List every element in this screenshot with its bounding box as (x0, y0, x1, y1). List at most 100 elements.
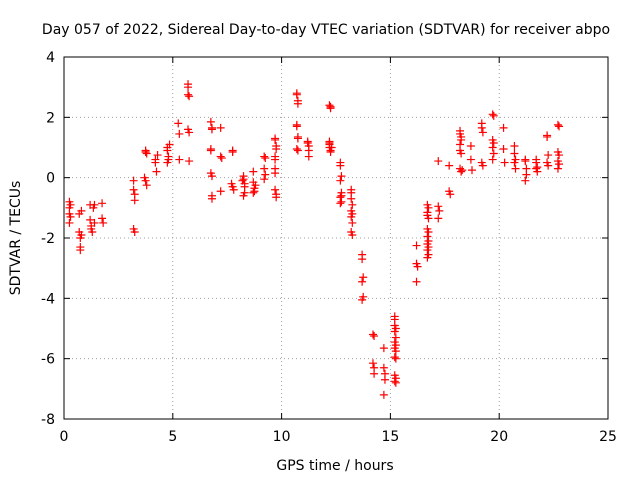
data-point (293, 99, 302, 108)
y-tick-label: -4 (41, 291, 55, 307)
data-point (379, 344, 388, 353)
data-point (521, 176, 530, 185)
data-point (489, 138, 498, 147)
data-point (77, 206, 86, 215)
data-point (293, 134, 302, 143)
data-point (424, 203, 433, 212)
data-point (185, 128, 194, 137)
x-tick-label: 0 (60, 429, 69, 445)
data-point (468, 166, 476, 175)
data-point (555, 151, 564, 160)
data-point (336, 161, 345, 170)
data-point (358, 295, 367, 304)
data-point (457, 135, 466, 144)
y-tick-label: 0 (46, 171, 55, 187)
x-tick-label: 15 (381, 429, 399, 445)
data-point (553, 120, 562, 129)
x-axis-label: GPS time / hours (276, 458, 393, 474)
data-point (66, 200, 75, 209)
data-point (412, 277, 421, 286)
data-point (260, 164, 269, 173)
data-point (544, 161, 553, 170)
y-tick-label: 4 (46, 50, 55, 66)
data-point (499, 123, 508, 132)
data-point (478, 128, 487, 137)
data-point (368, 359, 377, 368)
data-point (165, 140, 174, 149)
data-point (142, 149, 151, 158)
data-point (151, 158, 160, 167)
data-point (510, 158, 519, 167)
data-point (336, 199, 345, 208)
data-point (348, 200, 357, 209)
y-tick-label: 2 (46, 110, 55, 126)
data-point (489, 149, 498, 158)
data-point (488, 155, 497, 164)
data-point (250, 187, 259, 196)
data-point (434, 157, 443, 166)
data-point (239, 191, 248, 200)
data-point (249, 167, 258, 176)
data-point (477, 123, 486, 132)
data-point (327, 143, 336, 152)
data-point (261, 170, 270, 179)
y-axis-label: SDTVAR / TECUs (8, 181, 24, 296)
data-point (184, 83, 193, 92)
data-point (90, 218, 99, 227)
data-point (153, 151, 162, 160)
x-tick-label: 5 (168, 429, 177, 445)
data-point (424, 214, 433, 223)
data-point (229, 185, 238, 194)
data-point (390, 377, 399, 386)
data-point (86, 215, 95, 224)
data-point (129, 176, 138, 185)
data-point (510, 141, 519, 150)
data-point (152, 167, 161, 176)
data-point (423, 253, 432, 262)
grid-layer (64, 57, 608, 419)
data-point (511, 164, 520, 173)
data-point (488, 143, 497, 152)
data-point (207, 125, 216, 134)
data-point (141, 176, 150, 185)
points-layer (65, 80, 564, 399)
data-point (337, 172, 346, 181)
data-point (292, 90, 301, 99)
data-point (555, 160, 564, 169)
data-point (390, 327, 399, 336)
data-point (184, 90, 193, 99)
x-tick-label: 20 (490, 429, 508, 445)
data-point (488, 110, 497, 119)
data-point (206, 117, 215, 126)
data-point (368, 330, 377, 339)
data-point (249, 188, 258, 197)
data-point (358, 255, 367, 264)
plot-frame (63, 56, 609, 420)
data-point (478, 161, 487, 170)
data-point (337, 191, 346, 200)
data-point (434, 214, 443, 223)
data-point (216, 187, 225, 196)
data-point (271, 155, 280, 164)
data-point (239, 175, 248, 184)
data-point (99, 218, 108, 227)
data-point (435, 206, 444, 215)
data-point (446, 190, 455, 199)
data-point (206, 146, 215, 155)
data-point (555, 122, 564, 131)
data-point (251, 181, 260, 190)
data-point (326, 148, 335, 157)
data-point (521, 157, 530, 166)
data-point (347, 194, 356, 203)
data-point (292, 122, 301, 131)
data-point (391, 333, 400, 342)
data-point (65, 218, 74, 227)
data-point (216, 152, 225, 161)
data-point (271, 135, 280, 144)
data-point (390, 353, 399, 362)
data-point (391, 347, 400, 356)
chart-title: Day 057 of 2022, Sidereal Day-to-day VTE… (42, 22, 610, 38)
data-point (358, 277, 367, 286)
